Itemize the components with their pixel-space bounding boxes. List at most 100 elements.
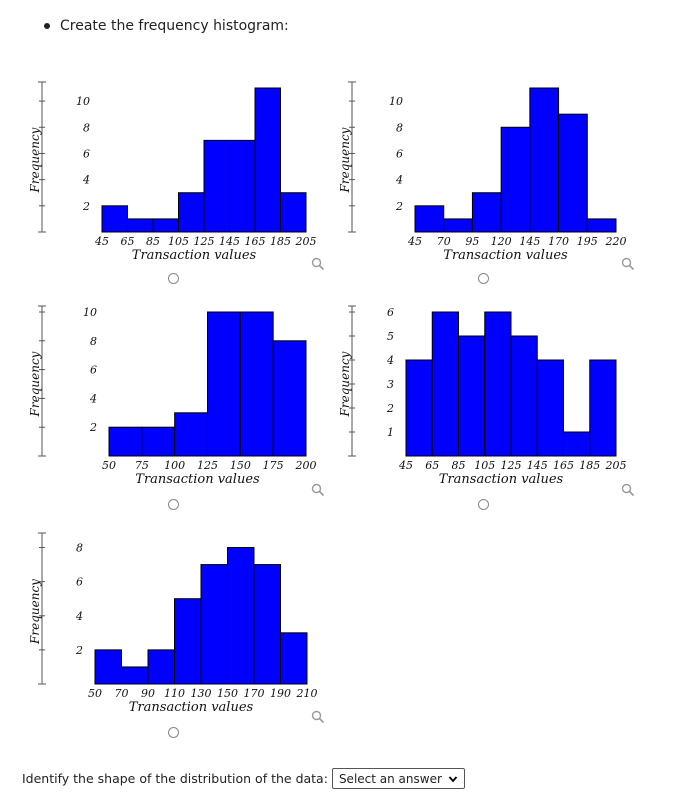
histogram-bar (174, 598, 202, 685)
x-tick-label: 145 (219, 235, 240, 248)
y-tick-label: 2 (395, 200, 403, 213)
histogram-bar (471, 192, 502, 233)
zoom-icon-2[interactable] (621, 256, 635, 275)
histogram-bar (405, 359, 433, 457)
x-tick-label: 50 (102, 459, 116, 472)
x-tick-label: 85 (452, 459, 466, 472)
y-tick-label: 8 (396, 121, 403, 134)
histogram-bar (229, 139, 256, 233)
x-tick-label: 125 (194, 235, 215, 248)
histogram-bar (280, 192, 307, 233)
x-tick-label: 65 (425, 459, 439, 472)
y-tick-label: 2 (82, 200, 90, 213)
shape-select[interactable]: Select an answer (331, 768, 465, 789)
histogram-bar (227, 547, 255, 685)
histogram-option-2: 2 4 6 8 10 Frequency 45 70 95 120 145 170 195 220 Tran… (338, 80, 638, 280)
zoom-icon-4[interactable] (621, 482, 635, 501)
x-tick-label: 150 (230, 459, 251, 472)
bullet-icon (44, 23, 50, 29)
histogram-bar (280, 632, 308, 685)
y-tick-label: 8 (83, 121, 90, 134)
x-tick-label: 150 (217, 687, 238, 700)
histogram-chart-3: 2 4 6 8 10 Frequency 50 75 100 125 150 175 200 Transa… (28, 305, 317, 487)
x-tick-label: 90 (141, 687, 155, 700)
histogram-bar (563, 431, 591, 457)
histogram-bar (586, 218, 617, 233)
histogram-bar (94, 649, 122, 685)
histogram-option-5: 2 4 6 8 Frequency 50 70 90 110 130 150 170 190 210 Tra… (28, 525, 328, 725)
histogram-bar (431, 311, 459, 457)
x-tick-label: 85 (146, 235, 160, 248)
x-tick-label: 165 (553, 459, 574, 472)
y-axis-label: Frequency (28, 127, 42, 193)
histogram-bar (152, 218, 179, 233)
radio-option-3[interactable] (168, 499, 179, 510)
instruction-text: Create the frequency histogram: (60, 18, 289, 34)
x-axis-label: Transaction values (443, 248, 568, 263)
histogram-bar (141, 426, 176, 457)
zoom-icon-5[interactable] (311, 709, 325, 728)
x-tick-label: 100 (164, 459, 185, 472)
histogram-chart-2: 2 4 6 8 10 Frequency 45 70 95 120 145 170 195 220 Tran… (338, 81, 627, 263)
histogram-bar (254, 87, 281, 233)
question-label: Identify the shape of the distribution o… (22, 771, 328, 786)
x-tick-label: 95 (465, 235, 479, 248)
histogram-chart-1: 2 4 6 8 10 Frequency 45 65 85 105 125 145 165 185 205 T… (28, 81, 317, 263)
radio-option-2[interactable] (478, 273, 489, 284)
histogram-bar (458, 335, 486, 457)
y-tick-label: 6 (387, 306, 394, 319)
radio-option-4[interactable] (478, 499, 489, 510)
y-tick-label: 6 (396, 147, 403, 160)
histogram-bar (239, 311, 274, 457)
y-tick-label: 6 (83, 147, 90, 160)
histogram-bar (272, 340, 307, 457)
x-tick-label: 105 (474, 459, 495, 472)
histogram-bar (121, 666, 149, 685)
histogram-bar (589, 359, 617, 457)
y-tick-label: 6 (90, 364, 97, 377)
y-tick-label: 10 (83, 306, 97, 319)
histogram-bar (500, 126, 531, 233)
x-tick-label: 45 (398, 459, 413, 472)
histogram-bar (203, 139, 230, 233)
shape-question: Identify the shape of the distribution o… (22, 768, 465, 789)
zoom-icon-3[interactable] (311, 482, 325, 501)
histogram-bar (253, 564, 281, 685)
histogram-bar (414, 205, 445, 233)
radio-option-5[interactable] (168, 727, 179, 738)
histogram-bar (127, 218, 154, 233)
histogram-bar (108, 426, 143, 457)
x-axis-label: Transaction values (132, 248, 257, 263)
x-tick-label: 70 (115, 687, 129, 700)
y-tick-label: 4 (395, 174, 403, 187)
histogram-option-3: 2 4 6 8 10 Frequency 50 75 100 125 150 175 200 Transa… (28, 295, 328, 505)
histogram-bar (200, 564, 228, 685)
y-tick-label: 6 (76, 576, 83, 589)
shape-select-value: Select an answer (338, 771, 442, 786)
zoom-icon-1[interactable] (311, 256, 325, 275)
x-tick-label: 165 (245, 235, 266, 248)
x-tick-label: 200 (295, 459, 317, 472)
x-tick-label: 185 (579, 459, 600, 472)
x-tick-label: 190 (270, 687, 291, 700)
histogram-bar (174, 412, 209, 457)
x-tick-label: 110 (164, 687, 185, 700)
x-tick-label: 170 (548, 235, 569, 248)
histogram-chart-5: 2 4 6 8 Frequency 50 70 90 110 130 150 170 190 210 Tra… (28, 532, 318, 715)
instruction-row: Create the frequency histogram: (44, 18, 289, 34)
radio-option-1[interactable] (168, 273, 179, 284)
x-axis-label: Transaction values (135, 472, 260, 487)
x-tick-label: 65 (121, 235, 135, 248)
y-tick-label: 3 (387, 378, 394, 391)
y-tick-label: 10 (389, 95, 403, 108)
x-axis-label: Transaction values (439, 472, 564, 487)
histogram-bar (443, 218, 473, 233)
x-tick-label: 125 (197, 459, 218, 472)
x-tick-label: 45 (407, 235, 422, 248)
x-tick-label: 195 (577, 235, 598, 248)
y-tick-label: 2 (386, 402, 394, 415)
x-tick-label: 145 (519, 235, 540, 248)
x-tick-label: 105 (168, 235, 189, 248)
y-tick-label: 8 (90, 335, 97, 348)
